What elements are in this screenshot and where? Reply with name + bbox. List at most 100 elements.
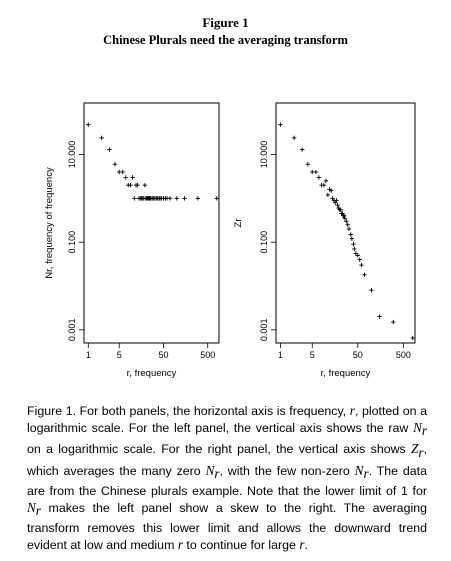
caption-text: , which averages the many zero [27, 442, 427, 478]
caption-sub: r [214, 466, 220, 482]
caption-text: , with the few non-zero [219, 463, 355, 478]
right-panel-frame [275, 102, 416, 344]
data-point [167, 196, 173, 201]
data-point [278, 122, 283, 127]
data-point [355, 253, 361, 258]
x-tick-label: 5 [117, 350, 122, 360]
x-tick-label: 50 [158, 350, 168, 360]
data-point [346, 226, 352, 232]
data-point [313, 169, 319, 175]
data-point [362, 272, 367, 278]
x-tick-label: 500 [396, 350, 411, 360]
data-point [341, 213, 347, 218]
data-point [345, 222, 350, 227]
data-point [359, 262, 364, 268]
caption-var: N [205, 462, 215, 478]
x-axis-label: r, frequency [127, 368, 177, 379]
right-panel-axes: 1 5 50 500 0.001 0.100 10.000 r, frequency Zr [233, 141, 411, 379]
data-point [112, 162, 118, 167]
caption-var: N [27, 499, 36, 515]
y-tick-label: 10.000 [67, 141, 77, 169]
caption-sub: r [418, 444, 424, 460]
figure-panels: 1 5 50 500 0.001 0.100 10.000 r, frequency Nr, f… [44, 102, 416, 379]
data-point [351, 241, 356, 247]
figure-subtitle: Chinese Plurals need the averaging trans… [103, 33, 348, 47]
data-point [369, 288, 374, 293]
data-point [130, 175, 135, 180]
caption-var: N [354, 462, 364, 478]
left-panel-axes: 1 5 50 500 0.001 0.100 10.000 r, frequency Nr, f… [44, 141, 215, 379]
data-point [348, 232, 353, 237]
left-panel-frame [83, 102, 220, 344]
data-point [299, 147, 305, 152]
data-point [316, 175, 322, 180]
data-point [349, 236, 355, 241]
x-tick-label: 1 [86, 350, 91, 360]
data-point [182, 196, 187, 201]
y-axis-label: Nr, frequency of frequency [44, 167, 55, 279]
caption-var: Z [411, 441, 419, 457]
y-tick-label: 0.001 [259, 319, 269, 342]
caption-var: r [299, 537, 305, 553]
data-point [328, 188, 334, 193]
caption-sub: r [35, 503, 41, 519]
caption-sub: r [421, 423, 427, 439]
data-point [344, 219, 349, 224]
data-point [128, 182, 133, 188]
data-point [410, 335, 415, 341]
caption-text: on a logarithmic scale. For the right pa… [27, 442, 412, 457]
left-panel-points [86, 122, 219, 201]
data-point [86, 122, 91, 127]
right-panel: 1 5 50 500 0.001 0.100 10.000 r, frequency Zr [233, 102, 416, 379]
y-tick-label: 0.100 [259, 231, 269, 254]
x-tick-label: 50 [353, 350, 363, 360]
caption-sub: r [363, 466, 369, 482]
data-point [357, 257, 362, 262]
caption-text: makes the left panel show a skew to the … [27, 500, 427, 553]
data-point [132, 196, 137, 201]
data-point [352, 246, 357, 252]
data-point [135, 182, 140, 188]
data-point [323, 178, 329, 184]
data-point [377, 314, 382, 319]
caption-text: . [304, 538, 308, 553]
data-point [333, 200, 338, 205]
data-point [142, 182, 148, 188]
caption-text: . The data are from the Chinese plurals … [27, 463, 428, 499]
data-point [391, 319, 396, 325]
data-point [214, 196, 219, 201]
figure-caption: Figure 1. For both panels, the horizonta… [27, 403, 427, 554]
data-point [99, 135, 104, 141]
data-point [342, 216, 348, 221]
x-tick-label: 500 [200, 350, 215, 360]
x-axis-label: r, frequency [321, 368, 371, 379]
y-tick-label: 10.000 [259, 141, 269, 169]
data-point [321, 182, 327, 188]
data-point [334, 198, 339, 203]
data-point [120, 169, 125, 175]
data-point [325, 192, 331, 198]
caption-var: r [349, 403, 355, 418]
x-tick-label: 5 [310, 350, 315, 360]
data-point [195, 196, 201, 201]
data-point [335, 202, 340, 208]
y-tick-label: 0.100 [67, 231, 77, 254]
data-point [174, 196, 179, 201]
caption-var: N [413, 419, 422, 435]
caption-text: , plotted on a logarithmic scale. For th… [27, 404, 427, 435]
data-point [291, 135, 297, 141]
data-point [123, 175, 128, 180]
data-point [305, 162, 311, 167]
y-axis-label: Zr [233, 219, 244, 228]
data-point [107, 147, 112, 152]
caption-text: to continue for large [182, 538, 300, 553]
right-panel-points [278, 122, 415, 341]
caption-text: Figure 1. For both panels, the horizonta… [27, 404, 350, 418]
figure-title: Figure 1 [202, 15, 249, 30]
caption-var: r [177, 537, 183, 553]
left-panel: 1 5 50 500 0.001 0.100 10.000 r, frequency Nr, f… [44, 102, 220, 379]
data-point [340, 211, 345, 216]
data-point [338, 207, 343, 212]
x-tick-label: 1 [278, 350, 283, 360]
y-tick-label: 0.001 [67, 319, 77, 342]
